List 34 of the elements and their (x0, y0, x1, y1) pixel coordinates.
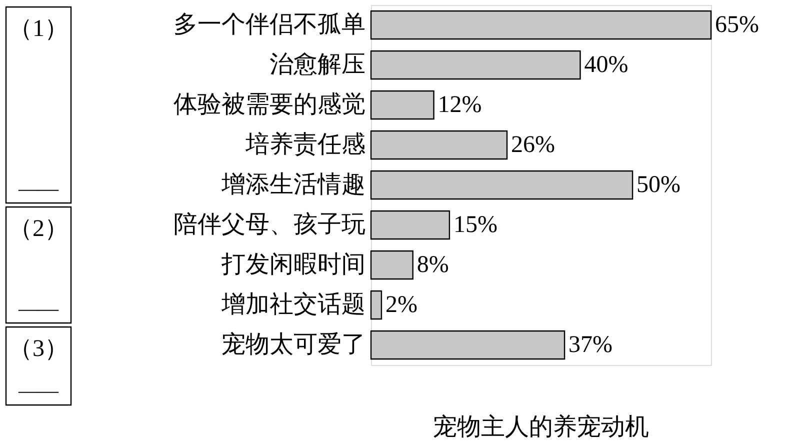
bar (370, 250, 414, 280)
y-tick-label: 增加社交话题 (220, 291, 366, 318)
bar (370, 330, 566, 360)
bar (370, 10, 712, 40)
text: —— (18, 298, 60, 320)
y-tick-label: 治愈解压 (270, 52, 366, 78)
data-label: 37% (568, 332, 613, 358)
data-label: 2% (385, 292, 418, 318)
data-label: 40% (584, 52, 628, 78)
data-label: 50% (636, 172, 681, 198)
text: （1） (8, 16, 68, 42)
y-tick-label: 陪伴父母、孩子玩 (174, 211, 366, 238)
text: （2） (8, 216, 68, 242)
data-label: 8% (416, 252, 449, 278)
bar (370, 290, 382, 320)
text: —— (18, 380, 60, 402)
y-tick-label: 打发闲暇时间 (220, 252, 366, 278)
y-tick-label: 多一个伴侣不孤单 (174, 12, 366, 38)
text: 宠物主人的养宠动机 (433, 414, 649, 441)
text: —— (18, 178, 60, 200)
data-label: 12% (438, 92, 482, 118)
y-tick-label: 体验被需要的感觉 (174, 92, 366, 118)
y-tick-label: 宠物太可爱了 (222, 331, 366, 358)
y-tick-label: 增添生活情趣 (220, 172, 366, 198)
text: （3） (8, 336, 68, 362)
bar (370, 50, 581, 80)
bar (370, 210, 450, 240)
bar (370, 130, 508, 160)
data-label: 65% (715, 12, 759, 38)
bar (370, 90, 434, 120)
data-label: 26% (511, 132, 555, 158)
y-tick-label: 培养责任感 (244, 131, 366, 158)
bar (370, 170, 634, 200)
data-label: 15% (453, 212, 498, 238)
